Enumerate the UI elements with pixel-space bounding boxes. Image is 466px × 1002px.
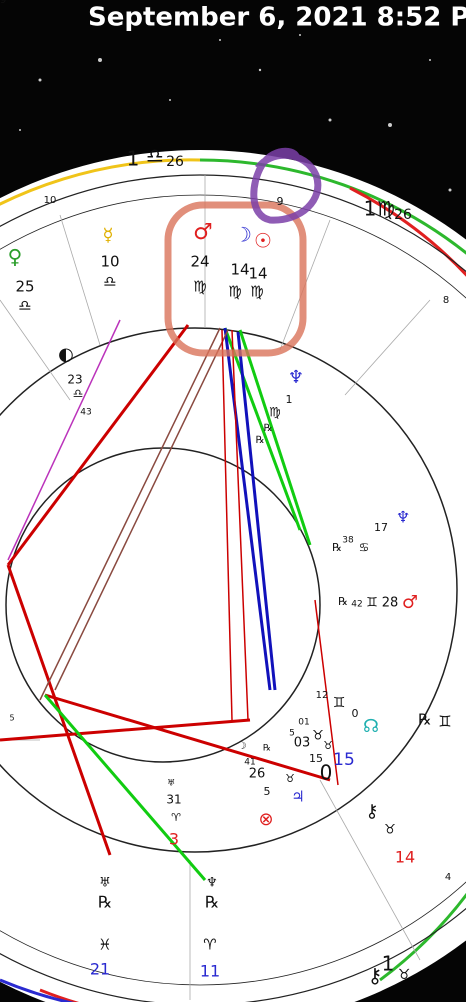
chart-label: 14 <box>230 261 249 279</box>
chart-wheel: September 6, 2021 8:52 PM 1♎261091♍268♀2… <box>0 0 466 1002</box>
chart-label: 5 <box>9 714 14 723</box>
chart-label: 03 <box>294 736 311 751</box>
chart-label: ♈ <box>171 811 181 824</box>
chart-label: ℞ <box>205 893 219 912</box>
chart-label: 31 <box>166 793 181 807</box>
chart-label: 23 <box>67 373 82 387</box>
chart-label: ☽ <box>234 223 252 247</box>
chart-label: ♍ <box>250 283 263 301</box>
chart-label: ♊ <box>438 713 451 731</box>
chart-label: ♆ <box>396 508 410 527</box>
chart-label: 4 <box>445 872 451 883</box>
chart-label: ♊ <box>333 695 346 711</box>
chart-label: 26 <box>249 767 266 782</box>
chart-label: 10 <box>44 195 57 206</box>
chart-label: 21 <box>90 960 110 979</box>
chart-label: ♍ <box>228 283 241 301</box>
chart-label: ♉ <box>323 739 333 752</box>
chart-label: 1 <box>286 393 293 406</box>
chart-label: ♓ <box>98 936 111 954</box>
chart-label: ♅ <box>99 876 111 891</box>
chart-label: 42 <box>351 600 362 610</box>
chart-label: ⚷ <box>368 964 383 988</box>
chart-label: 3 <box>169 830 179 849</box>
chart-label: 14 <box>248 265 267 283</box>
chart-label: 5 <box>264 785 271 798</box>
chart-label: 26 <box>394 207 412 223</box>
chart-label: 1 <box>364 197 377 221</box>
chart-label: ♈ <box>203 936 216 954</box>
chart-label: 1 <box>127 147 140 171</box>
chart-label: 26 <box>166 154 184 170</box>
chart-label: 38 <box>342 536 354 546</box>
chart-label: ℞ <box>332 541 342 554</box>
chart-label: ♍ <box>193 278 206 296</box>
chart-label: ℞ <box>98 893 112 912</box>
chart-label: 25 <box>15 278 34 296</box>
chart-label: 43 <box>80 408 91 418</box>
chart-label: ♂ <box>193 220 213 245</box>
chart-label: 39 <box>0 0 6 6</box>
chart-label: ♅ <box>167 779 175 789</box>
chart-label: ℞ <box>264 423 273 434</box>
chart-label: ☽ <box>238 741 247 752</box>
chart-label: ♂ <box>402 592 418 613</box>
chart-label: ◐ <box>58 344 74 365</box>
chart-label: ♉ <box>398 967 411 983</box>
chart-label: 0 <box>320 761 333 785</box>
chart-label: 15 <box>333 750 355 770</box>
chart-label: 1 <box>382 952 395 976</box>
chart-label: ♊ <box>366 596 378 611</box>
chart-label: ♎ <box>146 144 164 168</box>
chart-label: ♍ <box>269 406 281 421</box>
chart-label: 9 <box>277 195 284 208</box>
chart-label: ♍ <box>377 197 395 221</box>
chart-label: ♉ <box>285 772 295 785</box>
chart-label: ♎ <box>103 273 116 291</box>
chart-label: ☉ <box>254 229 272 253</box>
chart-label: ℞ <box>338 595 348 608</box>
chart-label: ☊ <box>363 716 379 737</box>
title: September 6, 2021 8:52 PM <box>88 3 466 33</box>
chart-label: 24 <box>190 253 209 271</box>
chart-label: ♎ <box>73 387 84 401</box>
chart-label: 0 <box>352 707 359 720</box>
chart-label: 01 <box>298 718 309 728</box>
chart-label: 14 <box>395 848 415 867</box>
chart-label: ♆ <box>288 367 304 388</box>
chart-label: ♎ <box>18 297 31 315</box>
chart-label: ♀ <box>8 245 23 269</box>
chart-label: ♉ <box>384 823 396 838</box>
chart-label: 11 <box>200 962 220 981</box>
chart-label: ℞ <box>263 744 271 754</box>
chart-label: 10 <box>100 253 119 271</box>
chart-label: ☿ <box>102 225 113 246</box>
chart-label: ♃ <box>291 788 304 806</box>
chart-label: 8 <box>443 295 449 306</box>
chart-label: 17 <box>374 521 388 534</box>
chart-label: ⊗ <box>258 809 273 830</box>
chart-label: 28 <box>382 596 399 611</box>
chart-label: ℞ <box>256 435 265 446</box>
chart-label: ♆ <box>206 876 218 891</box>
chart-label: ℞ <box>418 711 431 729</box>
chart-label: ♋ <box>359 541 370 555</box>
page: September 6, 2021 8:52 PM 1♎261091♍268♀2… <box>0 0 466 1002</box>
chart-label: ⚷ <box>365 801 378 822</box>
chart-label: 12 <box>316 690 329 701</box>
